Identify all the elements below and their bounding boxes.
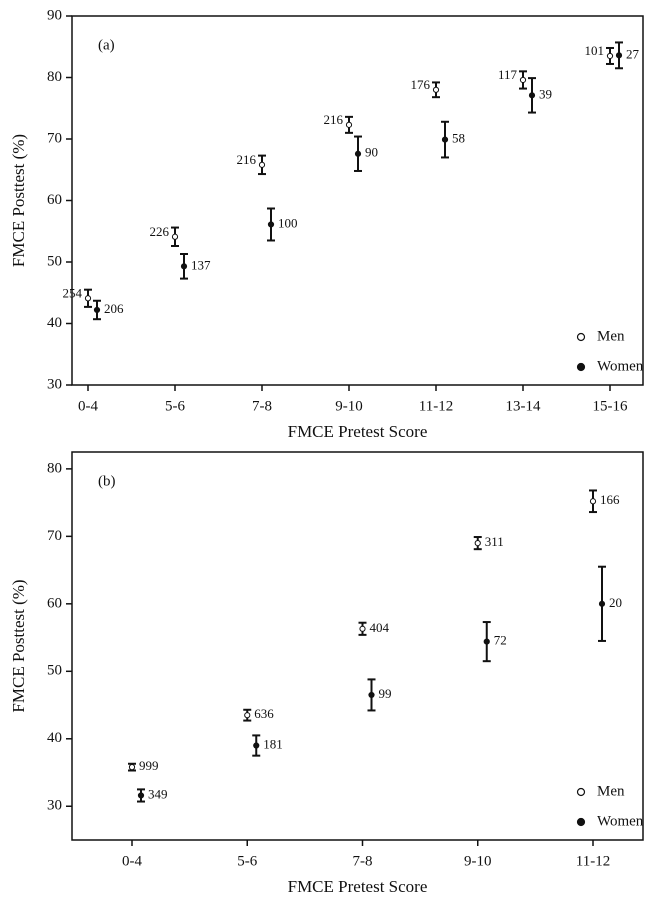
count-label: 137 — [191, 257, 211, 272]
chart-b: 30 40 50 60 70 80 0-4 5-6 7-8 9-10 11-12 FMCE Prete… — [9, 451, 644, 896]
count-label: 99 — [379, 686, 392, 701]
chart-a: 30 40 50 60 70 80 90 0-4 5-6 7-8 9-10 11-12 13-14 15-… — [9, 7, 644, 441]
x-axis-title: FMCE Pretest Score — [288, 877, 428, 896]
x-tick-label: 15-16 — [593, 398, 628, 414]
y-tick-label: 30 — [47, 376, 62, 392]
y-tick-label: 70 — [47, 528, 62, 544]
x-tick-label: 5-6 — [237, 853, 257, 869]
count-label: 90 — [365, 145, 378, 160]
count-label: 181 — [263, 737, 283, 752]
y-tick-label: 80 — [47, 460, 62, 476]
count-label: 254 — [63, 285, 83, 300]
panel-label: (b) — [98, 473, 116, 489]
count-label: 216 — [324, 112, 344, 127]
y-tick-label: 50 — [47, 663, 62, 679]
count-label: 117 — [498, 67, 518, 82]
legend-label: Men — [597, 783, 625, 799]
count-label: 216 — [237, 152, 257, 167]
y-tick-label: 30 — [47, 798, 62, 814]
legend-marker — [576, 332, 586, 342]
count-label: 636 — [254, 706, 274, 721]
point — [606, 52, 614, 60]
y-tick-label: 70 — [47, 130, 62, 146]
point — [432, 86, 440, 93]
count-label: 311 — [485, 534, 504, 549]
point — [615, 52, 623, 59]
count-label: 206 — [104, 301, 124, 316]
point — [354, 150, 362, 157]
x-tick-label: 5-6 — [165, 398, 185, 414]
point — [137, 792, 145, 799]
x-tick-label: 13-14 — [506, 398, 541, 414]
count-label: 72 — [494, 633, 507, 648]
point — [441, 136, 449, 143]
point — [93, 306, 101, 314]
y-tick-label: 60 — [47, 192, 62, 208]
x-tick-label: 0-4 — [78, 398, 98, 414]
y-tick-label: 50 — [47, 253, 62, 269]
x-tick-label: 7-8 — [252, 398, 272, 414]
y-tick-label: 80 — [47, 69, 62, 85]
x-axis-title: FMCE Pretest Score — [288, 422, 428, 441]
point — [253, 742, 260, 749]
count-label: 226 — [150, 224, 170, 239]
y-tick-label: 90 — [47, 7, 62, 23]
legend-label: Women — [597, 358, 644, 374]
legend-marker — [576, 362, 586, 372]
point — [84, 295, 92, 302]
x-tick-label: 11-12 — [419, 398, 453, 414]
point — [171, 233, 179, 240]
legend-label: Men — [597, 328, 625, 344]
point — [345, 121, 353, 128]
count-label: 20 — [609, 595, 622, 610]
point — [598, 600, 606, 607]
plot-frame — [71, 15, 644, 386]
point — [244, 712, 251, 719]
legend-marker — [576, 787, 586, 797]
legend-marker — [576, 817, 586, 827]
x-tick-label: 0-4 — [122, 853, 142, 869]
x-tick-label: 11-12 — [576, 853, 610, 869]
panel-label: (a) — [98, 37, 115, 53]
point — [474, 539, 481, 547]
count-label: 27 — [626, 46, 640, 61]
point — [359, 625, 366, 632]
y-tick-label: 60 — [47, 595, 62, 611]
count-label: 176 — [411, 77, 431, 92]
point — [180, 263, 188, 270]
point — [589, 498, 597, 505]
count-label: 101 — [585, 43, 605, 58]
count-label: 58 — [452, 131, 465, 146]
count-label: 39 — [539, 86, 552, 101]
x-tick-label: 9-10 — [335, 398, 363, 414]
point — [267, 221, 275, 228]
x-tick-label: 9-10 — [464, 853, 492, 869]
plot-frame — [71, 451, 644, 841]
y-axis-title: FMCE Posttest (%) — [9, 579, 28, 712]
count-label: 404 — [370, 620, 390, 635]
y-tick-label: 40 — [47, 730, 62, 746]
count-label: 349 — [148, 786, 168, 801]
point — [258, 161, 266, 168]
count-label: 100 — [278, 215, 298, 230]
point — [368, 691, 375, 699]
point — [519, 76, 527, 84]
point — [528, 92, 536, 99]
legend-label: Women — [597, 813, 644, 829]
point — [483, 638, 490, 645]
count-label: 999 — [139, 758, 159, 773]
x-tick-label: 7-8 — [353, 853, 373, 869]
y-axis-title: FMCE Posttest (%) — [9, 134, 28, 267]
y-tick-label: 40 — [47, 315, 62, 331]
point — [128, 764, 136, 771]
count-label: 166 — [600, 492, 620, 507]
